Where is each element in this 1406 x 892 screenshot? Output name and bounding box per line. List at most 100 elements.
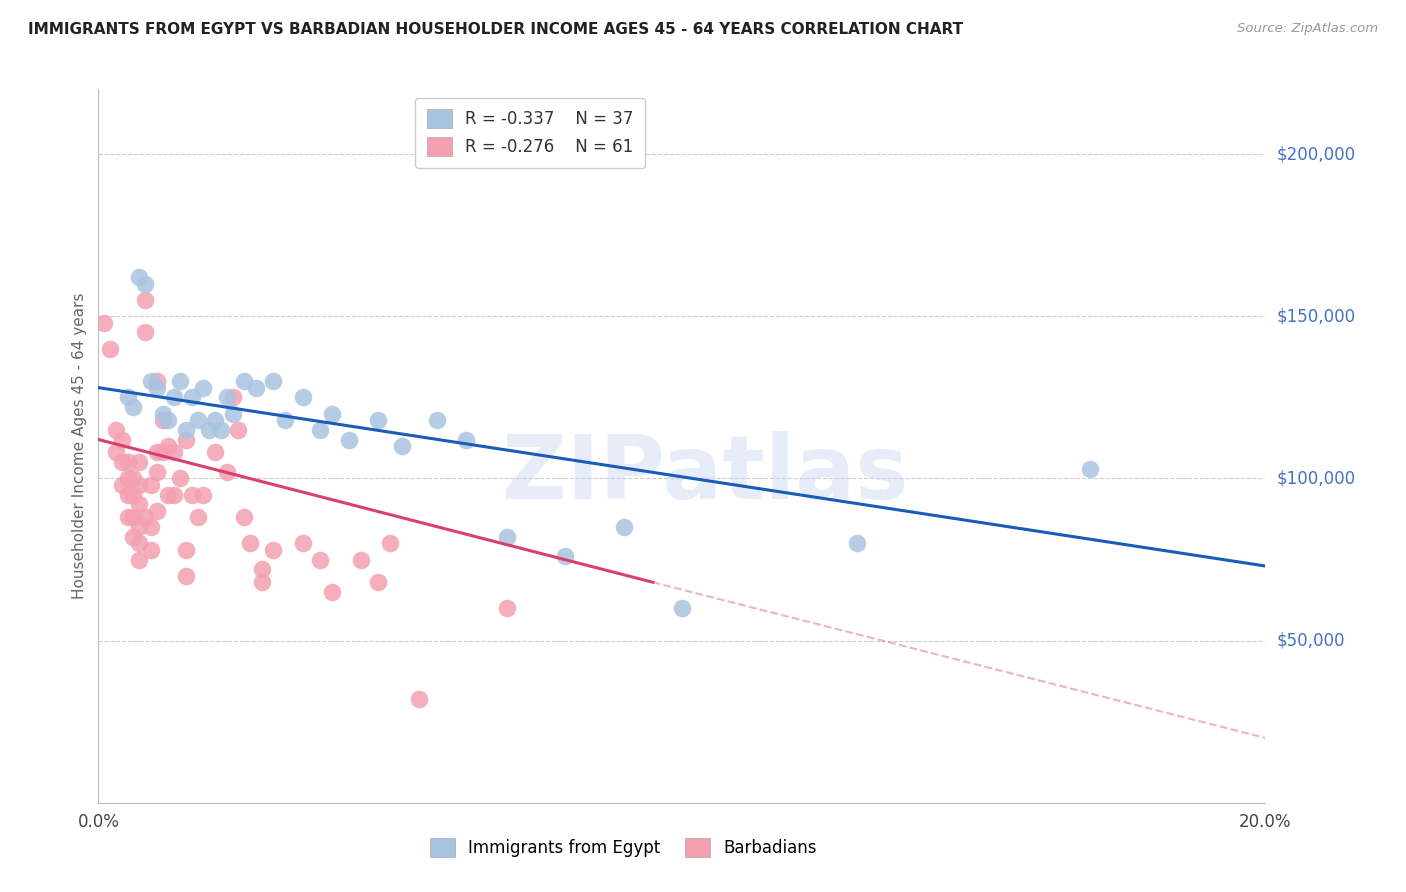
Point [146, 381, 169, 395]
Point [157, 413, 180, 427]
Point [245, 381, 267, 395]
Point [321, 585, 343, 599]
Point [111, 455, 134, 469]
Point [378, 536, 402, 550]
Point [122, 530, 145, 544]
Point [93, 316, 115, 330]
Point [117, 455, 139, 469]
Point [408, 692, 430, 706]
Point [128, 536, 150, 550]
Point [122, 510, 145, 524]
Point [139, 520, 162, 534]
Point [239, 536, 262, 550]
Point [134, 326, 156, 340]
Point [128, 478, 150, 492]
Point [139, 478, 162, 492]
Point [291, 536, 314, 550]
Point [250, 562, 273, 576]
Point [204, 445, 226, 459]
Point [367, 575, 389, 590]
Point [128, 497, 150, 511]
Point [117, 390, 139, 404]
Point [169, 471, 191, 485]
Point [309, 423, 332, 437]
Point [204, 413, 226, 427]
Point [262, 374, 284, 388]
Point [426, 413, 449, 427]
Point [174, 423, 197, 437]
Point [146, 445, 169, 459]
Point [122, 488, 145, 502]
Point [174, 433, 197, 447]
Point [157, 439, 180, 453]
Point [122, 400, 145, 414]
Point [337, 433, 360, 447]
Point [146, 374, 169, 388]
Point [845, 536, 868, 550]
Point [117, 510, 139, 524]
Point [128, 455, 150, 469]
Point [274, 413, 297, 427]
Point [221, 390, 243, 404]
Point [146, 504, 169, 518]
Point [128, 552, 150, 566]
Y-axis label: Householder Income Ages 45 - 64 years: Householder Income Ages 45 - 64 years [72, 293, 87, 599]
Point [152, 413, 174, 427]
Point [391, 439, 413, 453]
Point [152, 445, 174, 459]
Point [198, 423, 221, 437]
Point [215, 465, 238, 479]
Point [174, 568, 197, 582]
Point [495, 530, 517, 544]
Point [128, 520, 150, 534]
Point [262, 542, 284, 557]
Point [169, 374, 191, 388]
Point [180, 488, 202, 502]
Text: $200,000: $200,000 [1277, 145, 1355, 163]
Point [111, 478, 134, 492]
Text: $50,000: $50,000 [1277, 632, 1346, 649]
Point [367, 413, 389, 427]
Point [1080, 461, 1102, 475]
Point [163, 445, 186, 459]
Point [228, 423, 250, 437]
Point [454, 433, 477, 447]
Point [193, 488, 215, 502]
Point [215, 390, 238, 404]
Point [104, 445, 127, 459]
Point [612, 520, 634, 534]
Point [139, 374, 162, 388]
Point [350, 552, 373, 566]
Point [104, 423, 127, 437]
Point [671, 601, 693, 615]
Point [209, 423, 232, 437]
Point [321, 407, 343, 421]
Point [163, 488, 186, 502]
Point [157, 488, 180, 502]
Point [193, 381, 215, 395]
Point [117, 471, 139, 485]
Point [554, 549, 576, 564]
Point [139, 542, 162, 557]
Legend: Immigrants from Egypt, Barbadians: Immigrants from Egypt, Barbadians [422, 830, 825, 866]
Point [495, 601, 517, 615]
Point [291, 390, 314, 404]
Point [111, 433, 134, 447]
Point [146, 465, 169, 479]
Point [221, 407, 243, 421]
Point [163, 390, 186, 404]
Point [233, 374, 256, 388]
Point [134, 293, 156, 307]
Text: ZIPatlas: ZIPatlas [502, 431, 908, 518]
Point [187, 510, 209, 524]
Point [250, 575, 273, 590]
Point [122, 471, 145, 485]
Point [98, 342, 121, 356]
Text: $150,000: $150,000 [1277, 307, 1355, 326]
Point [174, 542, 197, 557]
Text: IMMIGRANTS FROM EGYPT VS BARBADIAN HOUSEHOLDER INCOME AGES 45 - 64 YEARS CORRELA: IMMIGRANTS FROM EGYPT VS BARBADIAN HOUSE… [28, 22, 963, 37]
Text: Source: ZipAtlas.com: Source: ZipAtlas.com [1237, 22, 1378, 36]
Point [134, 510, 156, 524]
Point [134, 277, 156, 291]
Point [152, 407, 174, 421]
